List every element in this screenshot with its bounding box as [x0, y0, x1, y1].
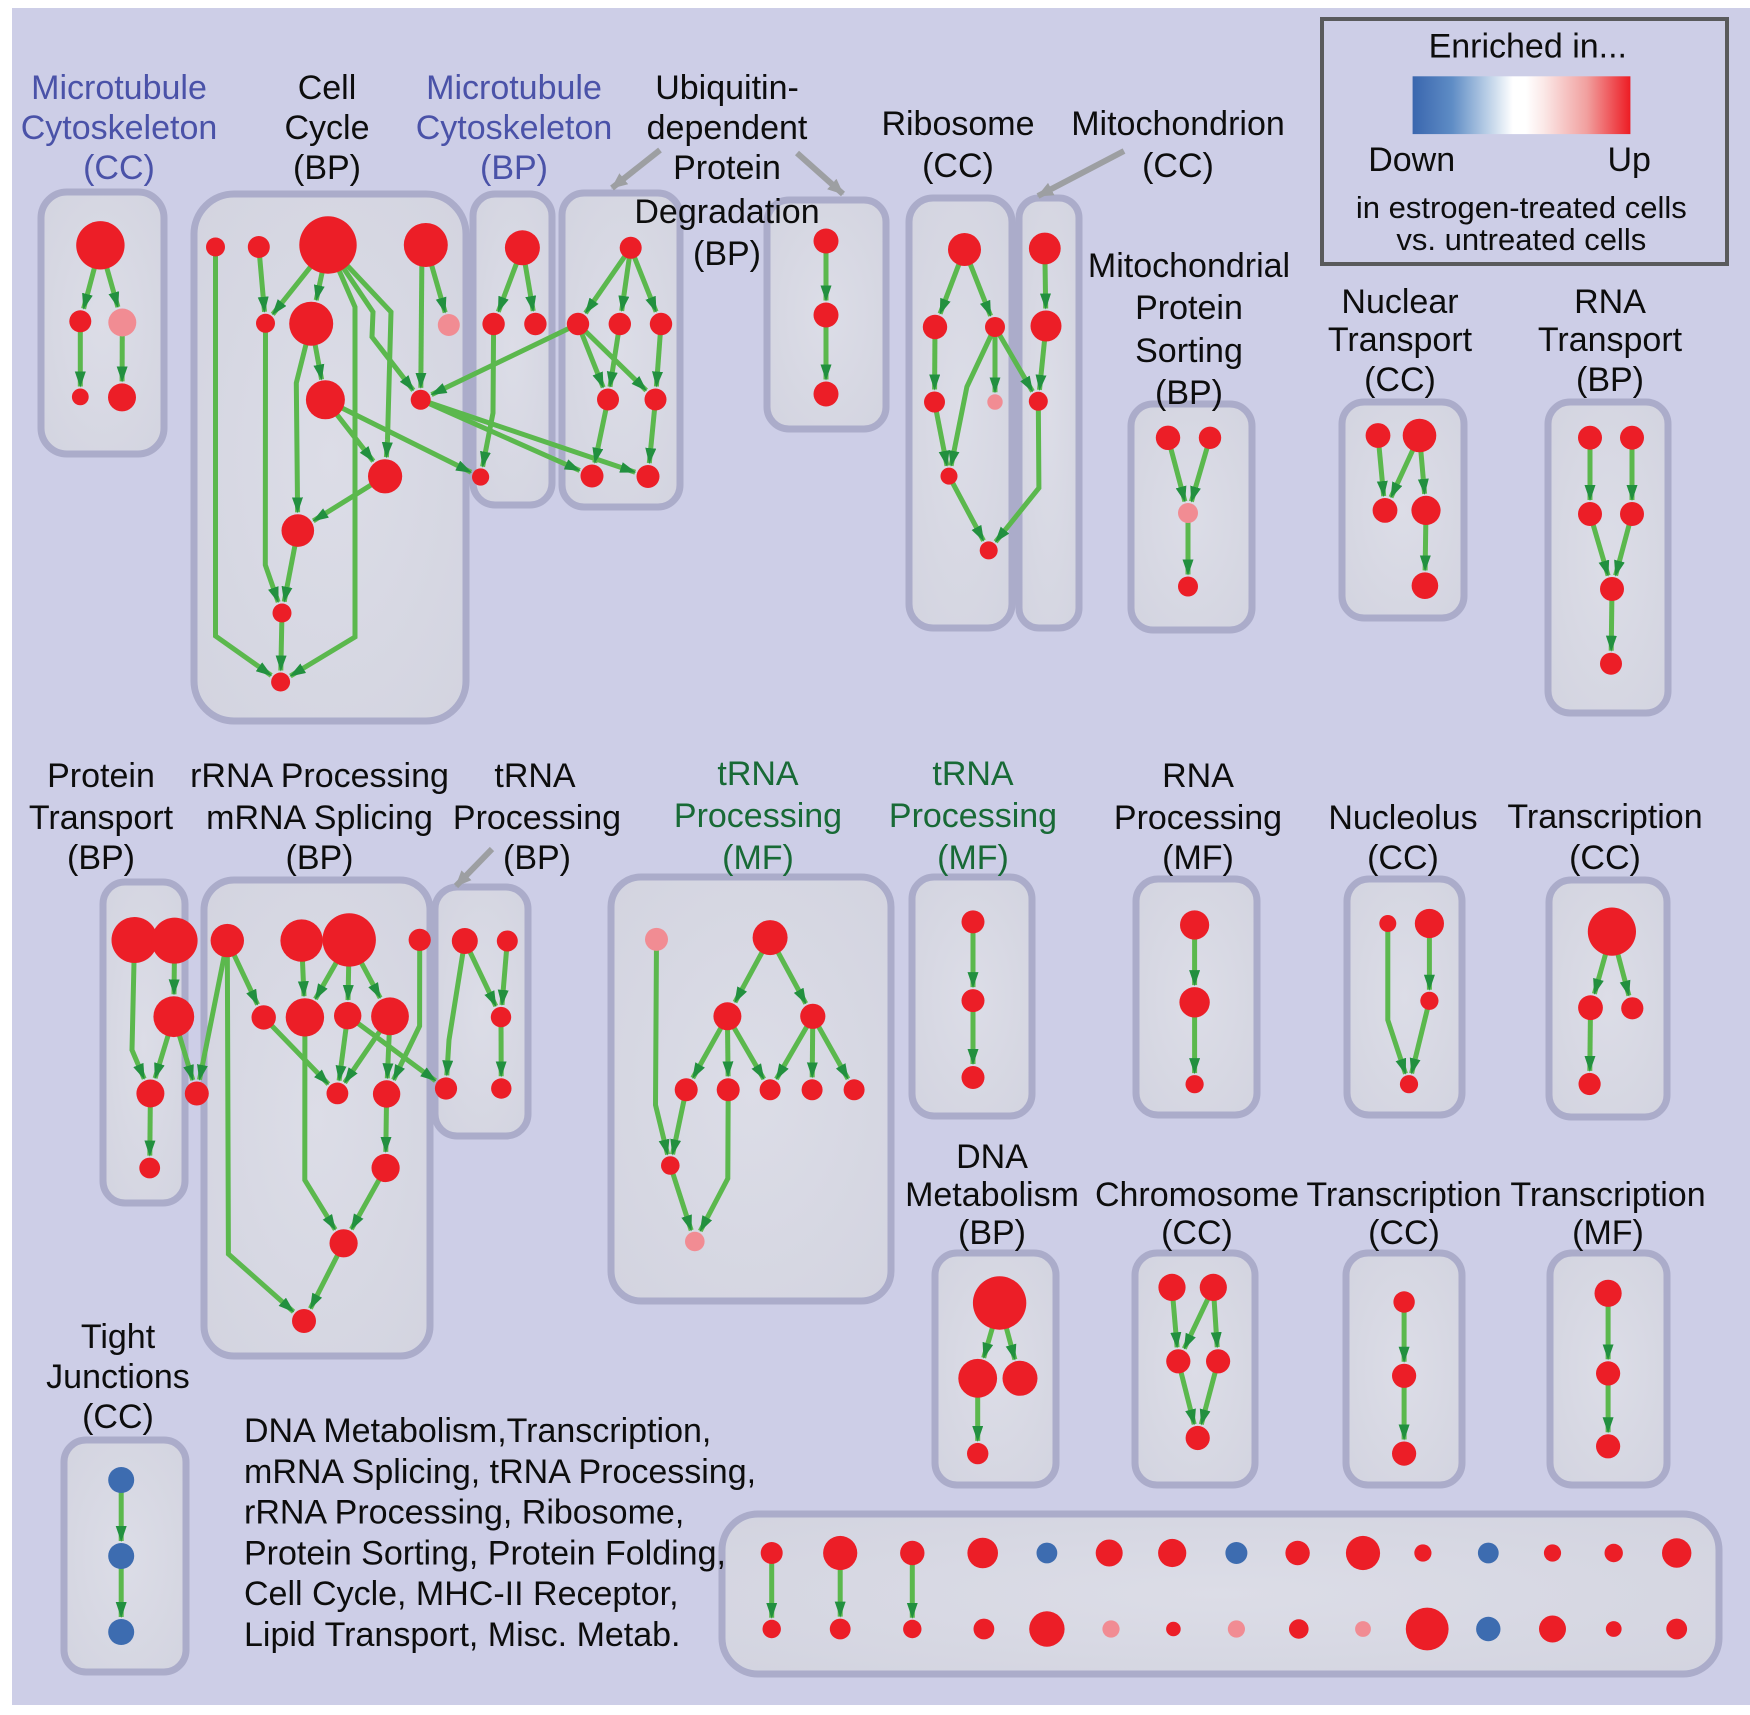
- svg-text:Cycle: Cycle: [284, 109, 369, 147]
- svg-text:Microtubule: Microtubule: [31, 69, 207, 107]
- svg-text:Transport: Transport: [1328, 321, 1473, 359]
- svg-text:Transport: Transport: [1538, 321, 1683, 359]
- svg-text:Nuclear: Nuclear: [1341, 283, 1458, 321]
- svg-text:Processing: Processing: [889, 797, 1057, 835]
- svg-text:Metabolism: Metabolism: [905, 1176, 1079, 1214]
- svg-text:Protein: Protein: [673, 149, 781, 187]
- svg-text:(BP): (BP): [503, 839, 571, 877]
- svg-text:Transcription: Transcription: [1510, 1176, 1705, 1214]
- svg-text:Protein Sorting, Protein Foldi: Protein Sorting, Protein Folding,: [244, 1534, 726, 1572]
- svg-text:Transcription: Transcription: [1306, 1176, 1501, 1214]
- svg-text:(CC): (CC): [83, 149, 155, 187]
- svg-text:Chromosome: Chromosome: [1095, 1176, 1299, 1214]
- svg-text:(CC): (CC): [1368, 1214, 1440, 1252]
- svg-text:Sorting: Sorting: [1135, 332, 1243, 370]
- svg-text:(CC): (CC): [1569, 839, 1641, 877]
- svg-text:Down: Down: [1368, 141, 1455, 179]
- svg-text:(BP): (BP): [958, 1214, 1026, 1252]
- svg-text:(BP): (BP): [67, 839, 135, 877]
- svg-text:(MF): (MF): [722, 839, 794, 877]
- svg-text:Transcription: Transcription: [1507, 798, 1702, 836]
- svg-text:(BP): (BP): [693, 235, 761, 273]
- svg-text:(MF): (MF): [937, 839, 1009, 877]
- svg-text:Transport: Transport: [29, 799, 174, 837]
- svg-text:Mitochondrion: Mitochondrion: [1071, 105, 1285, 143]
- svg-text:(BP): (BP): [480, 149, 548, 187]
- svg-text:(CC): (CC): [1161, 1214, 1233, 1252]
- svg-text:Mitochondrial: Mitochondrial: [1088, 247, 1290, 285]
- svg-text:(MF): (MF): [1162, 839, 1234, 877]
- svg-text:Tight: Tight: [81, 1318, 156, 1356]
- svg-text:(CC): (CC): [1142, 147, 1214, 185]
- svg-text:Nucleolus: Nucleolus: [1328, 799, 1477, 837]
- svg-text:Junctions: Junctions: [46, 1358, 190, 1396]
- svg-text:(BP): (BP): [1155, 374, 1223, 412]
- svg-text:Processing: Processing: [674, 797, 842, 835]
- svg-text:in estrogen-treated cells: in estrogen-treated cells: [1356, 190, 1687, 225]
- svg-text:(CC): (CC): [1367, 839, 1439, 877]
- svg-text:Protein: Protein: [1135, 289, 1243, 327]
- svg-text:vs. untreated cells: vs. untreated cells: [1396, 222, 1646, 257]
- svg-text:(CC): (CC): [922, 147, 994, 185]
- svg-text:rRNA Processing: rRNA Processing: [190, 757, 449, 795]
- svg-text:Up: Up: [1607, 141, 1650, 179]
- svg-text:tRNA: tRNA: [717, 755, 799, 793]
- svg-text:RNA: RNA: [1162, 757, 1234, 795]
- svg-text:Cell: Cell: [298, 69, 357, 107]
- svg-text:Ubiquitin-: Ubiquitin-: [655, 69, 799, 107]
- svg-text:DNA Metabolism,Transcription,: DNA Metabolism,Transcription,: [244, 1412, 711, 1450]
- svg-text:Protein: Protein: [47, 757, 155, 795]
- svg-text:Cytoskeleton: Cytoskeleton: [21, 109, 218, 147]
- svg-text:Cytoskeleton: Cytoskeleton: [416, 109, 613, 147]
- svg-text:rRNA Processing, Ribosome,: rRNA Processing, Ribosome,: [244, 1494, 684, 1532]
- svg-text:tRNA: tRNA: [932, 755, 1014, 793]
- svg-text:Cell Cycle, MHC-II Receptor,: Cell Cycle, MHC-II Receptor,: [244, 1575, 679, 1613]
- svg-text:Degradation: Degradation: [634, 193, 819, 231]
- svg-text:tRNA: tRNA: [494, 757, 576, 795]
- svg-text:(CC): (CC): [1364, 361, 1436, 399]
- svg-text:(CC): (CC): [82, 1398, 154, 1436]
- svg-text:(BP): (BP): [1576, 361, 1644, 399]
- svg-text:Ribosome: Ribosome: [881, 105, 1034, 143]
- svg-text:Processing: Processing: [1114, 799, 1282, 837]
- svg-text:mRNA Splicing: mRNA Splicing: [206, 799, 433, 837]
- svg-text:(MF): (MF): [1572, 1214, 1644, 1252]
- svg-text:DNA: DNA: [956, 1138, 1028, 1176]
- svg-text:RNA: RNA: [1574, 283, 1646, 321]
- svg-text:mRNA Splicing, tRNA Processing: mRNA Splicing, tRNA Processing,: [244, 1453, 756, 1491]
- svg-text:Microtubule: Microtubule: [426, 69, 602, 107]
- svg-text:(BP): (BP): [286, 839, 354, 877]
- svg-text:Enriched in...: Enriched in...: [1429, 28, 1627, 66]
- svg-text:Processing: Processing: [453, 799, 621, 837]
- svg-text:dependent: dependent: [647, 109, 808, 147]
- svg-text:Lipid Transport, Misc. Metab.: Lipid Transport, Misc. Metab.: [244, 1616, 681, 1654]
- svg-text:(BP): (BP): [293, 149, 361, 187]
